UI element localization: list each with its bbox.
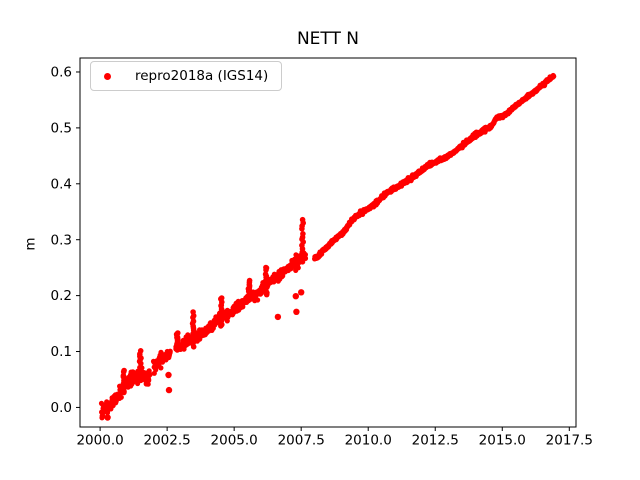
x-tick-label: 2002.5 (144, 433, 191, 449)
data-point (145, 381, 151, 387)
data-point (165, 371, 172, 379)
legend-label: repro2018a (IGS14) (135, 68, 269, 84)
data-point (121, 367, 127, 374)
y-tick-label: 0.0 (51, 400, 72, 416)
y-tick-label: 0.3 (51, 232, 72, 248)
y-axis-label: m (22, 237, 39, 251)
data-point (165, 386, 173, 394)
data-point (167, 348, 173, 354)
data-point (175, 330, 181, 336)
data-point (298, 289, 305, 296)
data-point (551, 73, 557, 79)
data-point (104, 414, 111, 421)
data-point (218, 295, 225, 301)
x-tick-label: 2015.0 (479, 433, 526, 449)
y-tick-label: 0.2 (51, 288, 72, 304)
data-point (246, 277, 253, 284)
data-point (262, 271, 269, 278)
data-point (190, 309, 196, 315)
data-point (158, 365, 164, 371)
data-point (263, 264, 269, 271)
x-tick-label: 2000.0 (76, 433, 123, 449)
data-point (292, 293, 299, 300)
legend-marker-icon (104, 72, 111, 80)
x-tick-label: 2005.0 (211, 433, 258, 449)
x-tick-label: 2017.5 (546, 433, 593, 449)
y-tick-label: 0.6 (51, 65, 72, 81)
x-tick-label: 2007.5 (278, 433, 325, 449)
chart-title: NETT N (296, 29, 360, 49)
y-tick-label: 0.5 (51, 120, 72, 136)
y-tick-label: 0.1 (51, 344, 72, 360)
scatter-series (98, 72, 557, 421)
data-point (293, 308, 300, 315)
data-point (274, 313, 282, 321)
data-point (300, 231, 306, 237)
y-tick-label: 0.4 (51, 176, 72, 192)
data-point (146, 377, 152, 383)
x-tick-label: 2012.5 (412, 433, 459, 449)
data-point (255, 297, 261, 303)
x-tick-label: 2010.0 (345, 433, 392, 449)
axes-spines (79, 57, 577, 428)
data-point (137, 348, 144, 354)
data-point (100, 412, 106, 418)
data-point (299, 216, 306, 223)
data-point (280, 273, 286, 279)
data-point (295, 265, 301, 271)
data-point (147, 371, 153, 377)
legend: repro2018a (IGS14) (90, 61, 282, 91)
data-point (118, 394, 124, 400)
